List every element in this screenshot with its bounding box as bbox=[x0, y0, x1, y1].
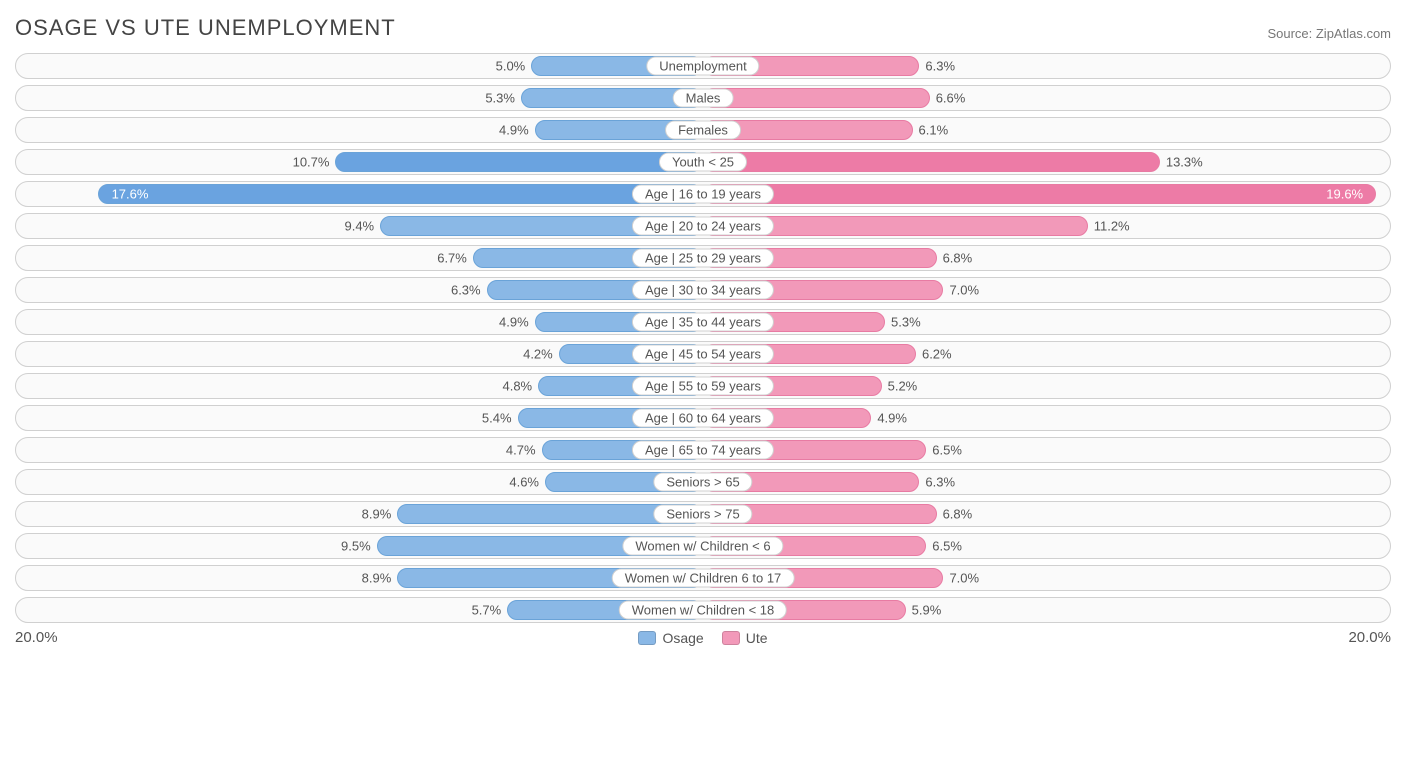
legend-label-left: Osage bbox=[662, 630, 703, 646]
chart-row: 8.9% 7.0% Women w/ Children 6 to 17 bbox=[15, 565, 1391, 591]
row-label: Males bbox=[673, 89, 734, 108]
bar-left bbox=[98, 184, 703, 204]
row-label: Age | 35 to 44 years bbox=[632, 313, 774, 332]
chart-source: Source: ZipAtlas.com bbox=[1267, 26, 1391, 41]
value-left: 4.2% bbox=[523, 347, 553, 362]
row-label: Age | 16 to 19 years bbox=[632, 185, 774, 204]
legend-label-right: Ute bbox=[746, 630, 768, 646]
value-right: 4.9% bbox=[877, 411, 907, 426]
value-left: 8.9% bbox=[362, 571, 392, 586]
value-right: 6.5% bbox=[932, 443, 962, 458]
chart-row: 10.7% 13.3% Youth < 25 bbox=[15, 149, 1391, 175]
chart-row: 9.5% 6.5% Women w/ Children < 6 bbox=[15, 533, 1391, 559]
value-left: 5.3% bbox=[485, 91, 515, 106]
row-label: Age | 65 to 74 years bbox=[632, 441, 774, 460]
value-right: 6.1% bbox=[919, 123, 949, 138]
value-left: 9.5% bbox=[341, 539, 371, 554]
chart-row: 6.3% 7.0% Age | 30 to 34 years bbox=[15, 277, 1391, 303]
diverging-bar-chart: 5.0% 6.3% Unemployment 5.3% 6.6% Males 4.9% 6.1… bbox=[15, 53, 1391, 623]
chart-row: 6.7% 6.8% Age | 25 to 29 years bbox=[15, 245, 1391, 271]
axis-right-max: 20.0% bbox=[1348, 629, 1391, 646]
value-left: 17.6% bbox=[112, 187, 149, 202]
chart-footer: 20.0% Osage Ute 20.0% bbox=[15, 629, 1391, 646]
chart-header: OSAGE VS UTE UNEMPLOYMENT Source: ZipAtl… bbox=[15, 15, 1391, 41]
row-label: Females bbox=[665, 121, 741, 140]
value-right: 13.3% bbox=[1166, 155, 1203, 170]
chart-row: 4.9% 5.3% Age | 35 to 44 years bbox=[15, 309, 1391, 335]
value-left: 6.7% bbox=[437, 251, 467, 266]
chart-row: 4.2% 6.2% Age | 45 to 54 years bbox=[15, 341, 1391, 367]
chart-row: 17.6% 19.6% Age | 16 to 19 years bbox=[15, 181, 1391, 207]
value-right: 6.5% bbox=[932, 539, 962, 554]
chart-row: 4.8% 5.2% Age | 55 to 59 years bbox=[15, 373, 1391, 399]
axis-left-max: 20.0% bbox=[15, 629, 58, 646]
bar-right bbox=[703, 152, 1160, 172]
legend-swatch-right bbox=[722, 631, 740, 645]
chart-row: 5.4% 4.9% Age | 60 to 64 years bbox=[15, 405, 1391, 431]
chart-row: 4.7% 6.5% Age | 65 to 74 years bbox=[15, 437, 1391, 463]
row-label: Seniors > 75 bbox=[653, 505, 752, 524]
value-right: 11.2% bbox=[1094, 219, 1130, 234]
chart-row: 4.9% 6.1% Females bbox=[15, 117, 1391, 143]
value-left: 9.4% bbox=[344, 219, 374, 234]
value-left: 6.3% bbox=[451, 283, 481, 298]
row-label: Age | 60 to 64 years bbox=[632, 409, 774, 428]
row-label: Age | 20 to 24 years bbox=[632, 217, 774, 236]
bar-right bbox=[703, 88, 930, 108]
value-right: 6.6% bbox=[936, 91, 966, 106]
value-right: 6.2% bbox=[922, 347, 952, 362]
chart-row: 5.0% 6.3% Unemployment bbox=[15, 53, 1391, 79]
value-right: 6.3% bbox=[925, 475, 955, 490]
bar-left bbox=[335, 152, 703, 172]
value-left: 10.7% bbox=[293, 155, 330, 170]
value-right: 5.9% bbox=[912, 603, 942, 618]
row-label: Age | 45 to 54 years bbox=[632, 345, 774, 364]
chart-row: 5.7% 5.9% Women w/ Children < 18 bbox=[15, 597, 1391, 623]
row-label: Age | 30 to 34 years bbox=[632, 281, 774, 300]
row-label: Youth < 25 bbox=[659, 153, 747, 172]
value-right: 6.8% bbox=[943, 251, 973, 266]
row-label: Age | 55 to 59 years bbox=[632, 377, 774, 396]
row-label: Women w/ Children < 18 bbox=[619, 601, 787, 620]
value-right: 7.0% bbox=[949, 283, 979, 298]
value-right: 6.3% bbox=[925, 59, 955, 74]
legend-swatch-left bbox=[638, 631, 656, 645]
row-label: Women w/ Children 6 to 17 bbox=[612, 569, 795, 588]
legend: Osage Ute bbox=[638, 630, 767, 646]
value-right: 5.3% bbox=[891, 315, 921, 330]
value-left: 5.4% bbox=[482, 411, 512, 426]
value-left: 4.8% bbox=[502, 379, 532, 394]
value-left: 4.9% bbox=[499, 315, 529, 330]
bar-right bbox=[703, 184, 1376, 204]
value-left: 4.7% bbox=[506, 443, 536, 458]
row-label: Age | 25 to 29 years bbox=[632, 249, 774, 268]
row-label: Women w/ Children < 6 bbox=[622, 537, 783, 556]
value-left: 4.9% bbox=[499, 123, 529, 138]
chart-row: 4.6% 6.3% Seniors > 65 bbox=[15, 469, 1391, 495]
chart-title: OSAGE VS UTE UNEMPLOYMENT bbox=[15, 15, 396, 41]
value-right: 6.8% bbox=[943, 507, 973, 522]
legend-item-right: Ute bbox=[722, 630, 768, 646]
value-left: 8.9% bbox=[362, 507, 392, 522]
chart-row: 5.3% 6.6% Males bbox=[15, 85, 1391, 111]
value-left: 5.7% bbox=[472, 603, 502, 618]
value-left: 4.6% bbox=[509, 475, 539, 490]
value-right: 5.2% bbox=[888, 379, 918, 394]
chart-row: 8.9% 6.8% Seniors > 75 bbox=[15, 501, 1391, 527]
value-left: 5.0% bbox=[496, 59, 526, 74]
value-right: 19.6% bbox=[1326, 187, 1363, 202]
row-label: Unemployment bbox=[646, 57, 759, 76]
legend-item-left: Osage bbox=[638, 630, 703, 646]
value-right: 7.0% bbox=[949, 571, 979, 586]
row-label: Seniors > 65 bbox=[653, 473, 752, 492]
chart-row: 9.4% 11.2% Age | 20 to 24 years bbox=[15, 213, 1391, 239]
